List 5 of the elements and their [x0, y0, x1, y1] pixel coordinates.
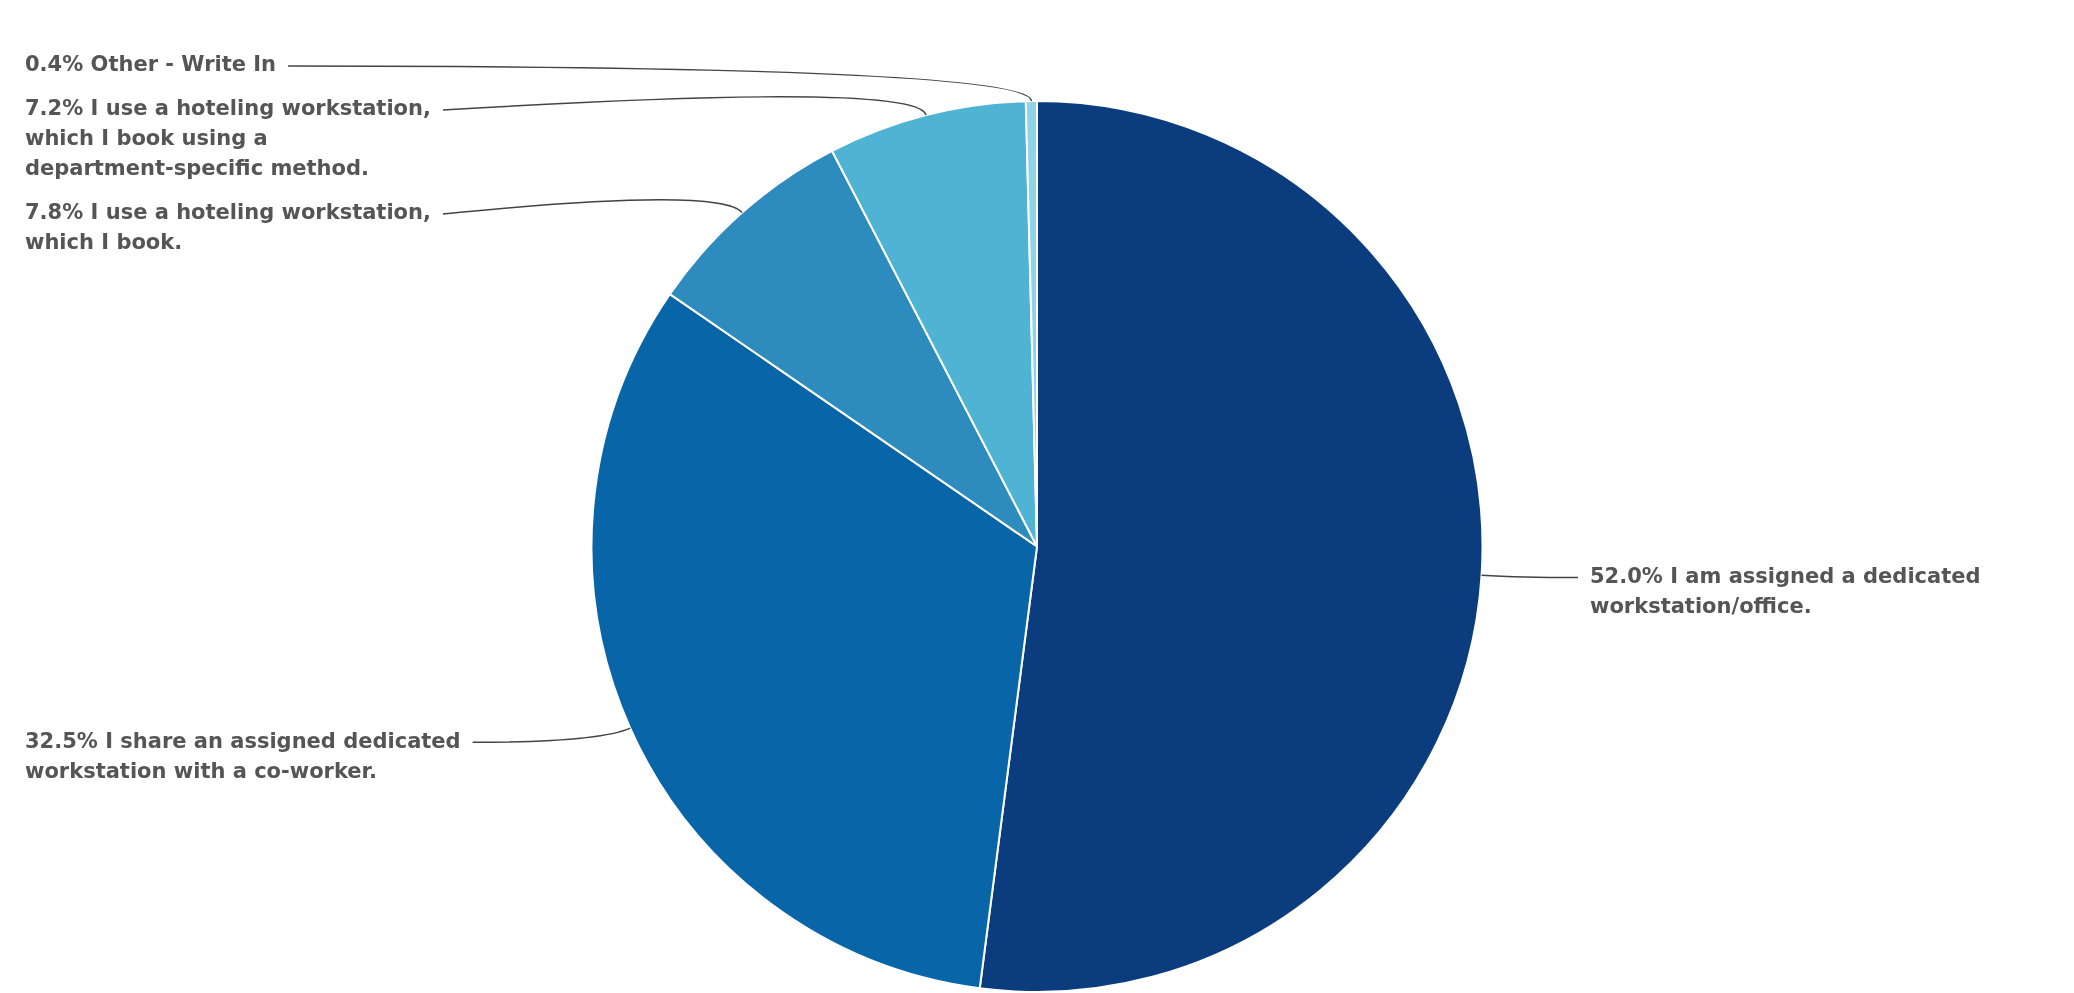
slice-label: 7.8% I use a hoteling workstation, which I book. — [25, 200, 431, 255]
slice-label: 52.0% I am assigned a dedicated workstation/office. — [1590, 563, 1981, 618]
slice-label: 7.2% I use a hoteling workstation, which I book using a department-specific method. — [25, 96, 431, 181]
slice-label: 0.4% Other - Write In — [25, 52, 277, 77]
slice-label: 32.5% I share an assigned dedicated workstation with a co-worker. — [25, 728, 461, 783]
